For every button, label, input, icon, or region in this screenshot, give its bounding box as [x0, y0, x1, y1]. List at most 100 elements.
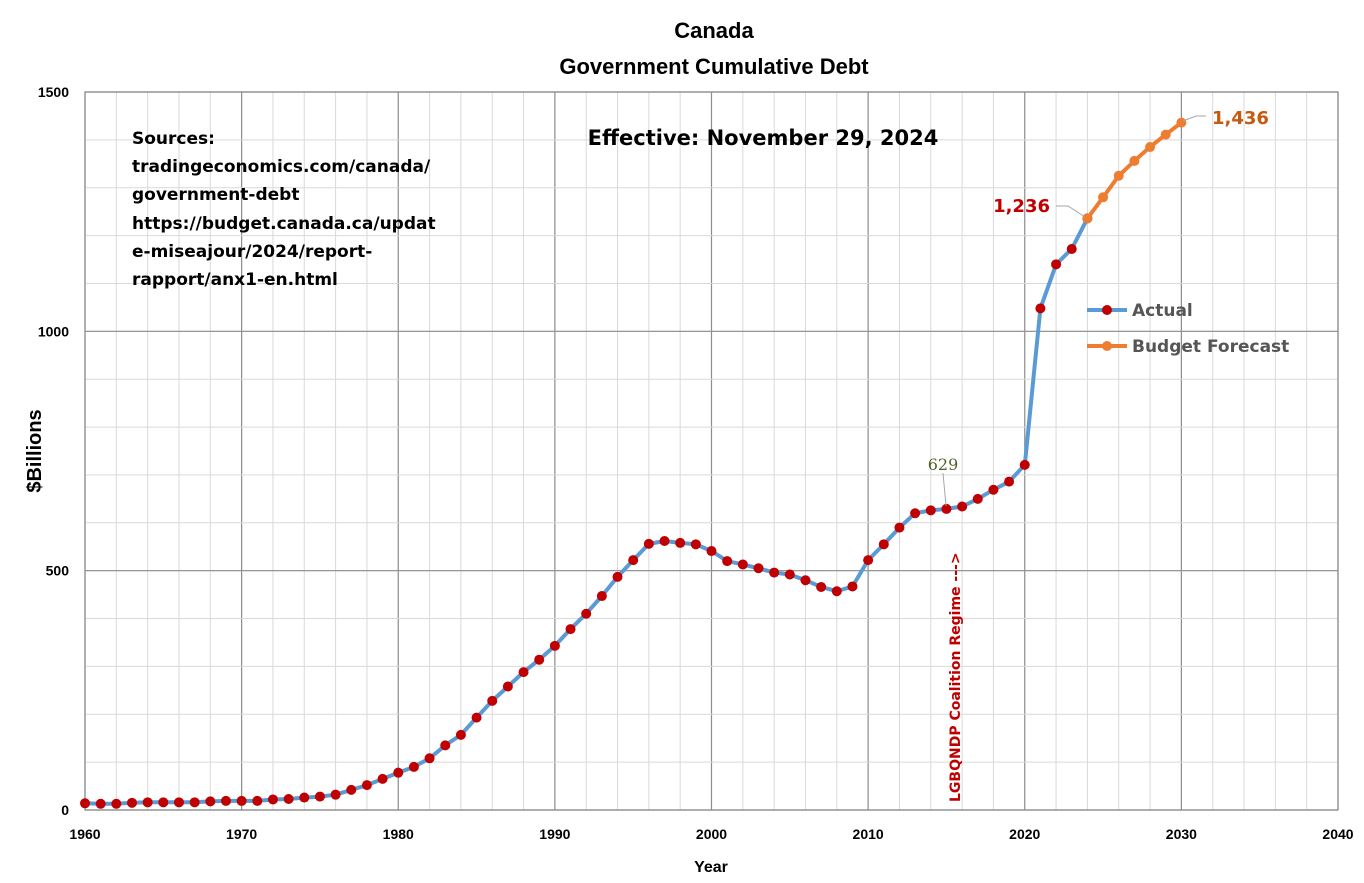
legend-marker-actual [1102, 305, 1112, 315]
data-point-actual [706, 546, 717, 557]
data-point-actual [361, 780, 372, 791]
series-actual [80, 213, 1093, 809]
data-point-actual [408, 761, 419, 772]
data-point-forecast [1113, 170, 1124, 181]
x-tick-label: 2020 [1009, 826, 1040, 842]
plot-area-border [84, 91, 1339, 811]
data-point-actual [784, 569, 795, 580]
legend-item-forecast: Budget Forecast [1087, 337, 1289, 357]
x-tick-label: 2040 [1322, 826, 1353, 842]
data-point-actual [988, 484, 999, 495]
data-point-actual [455, 729, 466, 740]
data-point-actual [487, 695, 498, 706]
sources-line-3: government-debt [132, 185, 299, 205]
data-point-actual [80, 798, 90, 809]
data-point-actual [95, 798, 106, 809]
data-point-forecast [1160, 129, 1171, 140]
legend-item-actual: Actual [1087, 301, 1193, 321]
data-point-actual [910, 508, 921, 519]
data-point-actual [220, 795, 231, 806]
data-point-actual [878, 539, 889, 550]
data-point-actual [142, 797, 153, 808]
data-point-actual [675, 537, 686, 548]
chart-title: Canada Government Cumulative Debt [559, 18, 869, 79]
callout-2030-label: 1,436 [1212, 108, 1269, 129]
data-point-actual [847, 581, 858, 592]
y-tick-label: 500 [46, 563, 70, 579]
data-point-actual [565, 624, 576, 635]
data-point-actual [1066, 244, 1077, 255]
data-point-actual [314, 791, 325, 802]
x-tick-label: 1980 [383, 826, 414, 842]
x-tick-label: 2000 [696, 826, 727, 842]
data-point-actual [1035, 303, 1046, 314]
y-axis-label: $Billions [24, 409, 46, 492]
callout-2015: 629 [928, 455, 959, 507]
data-point-actual [267, 794, 278, 805]
y-tick-label: 1500 [38, 84, 69, 100]
callout-2015-leader [942, 472, 947, 507]
data-point-actual [659, 535, 670, 546]
data-point-actual [236, 795, 247, 806]
y-axis-ticks: 0 500 1000 1500 [38, 84, 69, 818]
data-point-actual [534, 654, 545, 665]
callout-2030-leader [1182, 115, 1206, 122]
effective-date-note: Effective: November 29, 2024 [588, 126, 939, 150]
data-point-actual [549, 640, 560, 651]
data-point-actual [643, 538, 654, 549]
data-point-actual [1019, 459, 1030, 470]
data-point-actual [612, 571, 623, 582]
data-point-forecast [1098, 192, 1109, 203]
sources-line-2: tradingeconomics.com/canada/ [132, 157, 431, 177]
x-axis-ticks: 1960 1970 1980 1990 2000 2010 2020 2030 2040 [69, 826, 1353, 842]
data-point-actual [831, 586, 842, 597]
chart-title-line-1: Canada [674, 18, 754, 43]
data-point-actual [205, 796, 216, 807]
y-tick-label: 0 [61, 802, 69, 818]
legend-label-actual: Actual [1132, 301, 1193, 321]
sources-note: Sources: tradingeconomics.com/canada/ go… [132, 129, 436, 290]
callout-2024: 1,236 [993, 196, 1086, 218]
x-axis-label: Year [694, 859, 728, 876]
coalition-regime-label: LGBQNDP Coalition Regime ---> [948, 552, 964, 802]
data-point-actual [252, 795, 263, 806]
data-point-actual [346, 784, 357, 795]
data-point-actual [518, 667, 529, 678]
data-point-actual [596, 591, 607, 602]
sources-line-5: e-miseajour/2024/report- [132, 242, 372, 262]
data-point-forecast [1145, 142, 1156, 153]
data-point-actual [581, 608, 592, 619]
data-point-actual [283, 793, 294, 804]
data-point-actual [299, 792, 310, 803]
data-point-actual [690, 539, 701, 550]
data-point-actual [502, 681, 513, 692]
data-point-actual [941, 503, 952, 514]
data-point-actual [816, 581, 827, 592]
y-tick-label: 1000 [38, 323, 69, 339]
data-point-actual [737, 559, 748, 570]
callout-2024-leader [1056, 205, 1086, 218]
data-point-actual [111, 798, 122, 809]
callout-2030: 1,436 [1182, 108, 1269, 129]
sources-line-6: rapport/anx1-en.html [132, 270, 338, 290]
data-point-actual [753, 563, 764, 574]
data-point-actual [424, 753, 435, 764]
data-point-actual [628, 555, 639, 566]
data-point-actual [1004, 476, 1015, 487]
legend-label-forecast: Budget Forecast [1132, 337, 1289, 357]
data-point-actual [471, 712, 482, 723]
data-point-actual [393, 767, 404, 778]
callout-2015-label: 629 [928, 455, 959, 474]
data-point-actual [722, 556, 733, 567]
data-point-actual [1051, 259, 1062, 270]
x-tick-label: 1960 [69, 826, 100, 842]
x-tick-label: 2010 [853, 826, 884, 842]
data-point-actual [126, 797, 137, 808]
data-point-actual [894, 522, 905, 533]
sources-line-4: https://budget.canada.ca/updat [132, 214, 436, 234]
data-point-actual [440, 740, 451, 751]
sources-line-1: Sources: [132, 129, 215, 149]
x-tick-label: 1970 [226, 826, 257, 842]
data-point-actual [972, 493, 983, 504]
